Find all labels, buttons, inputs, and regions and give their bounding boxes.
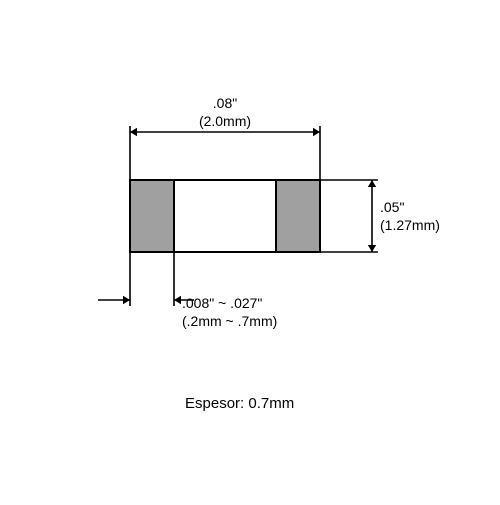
- dim-terminal-metric: (.2mm ~ .7mm): [182, 313, 277, 329]
- arrowhead-icon: [123, 296, 130, 304]
- dim-height-imperial: .05": [380, 199, 404, 215]
- arrowhead-icon: [368, 245, 376, 252]
- arrowhead-icon: [174, 296, 181, 304]
- terminal-left: [130, 180, 174, 252]
- dim-width-imperial: .08": [213, 95, 237, 111]
- dim-width-metric: (2.0mm): [199, 113, 251, 129]
- thickness-label: Espesor: 0.7mm: [185, 395, 294, 412]
- dim-terminal-imperial: .008" ~ .027": [182, 295, 262, 311]
- diagram-svg: .08" (2.0mm) .05" (1.27mm) .008" ~ .027" (.2m…: [0, 0, 500, 500]
- diagram-stage: .08" (2.0mm) .05" (1.27mm) .008" ~ .027" (.2m…: [0, 0, 500, 500]
- dim-height-metric: (1.27mm): [380, 217, 440, 233]
- arrowhead-icon: [130, 128, 137, 136]
- arrowhead-icon: [313, 128, 320, 136]
- terminal-right: [276, 180, 320, 252]
- arrowhead-icon: [368, 180, 376, 187]
